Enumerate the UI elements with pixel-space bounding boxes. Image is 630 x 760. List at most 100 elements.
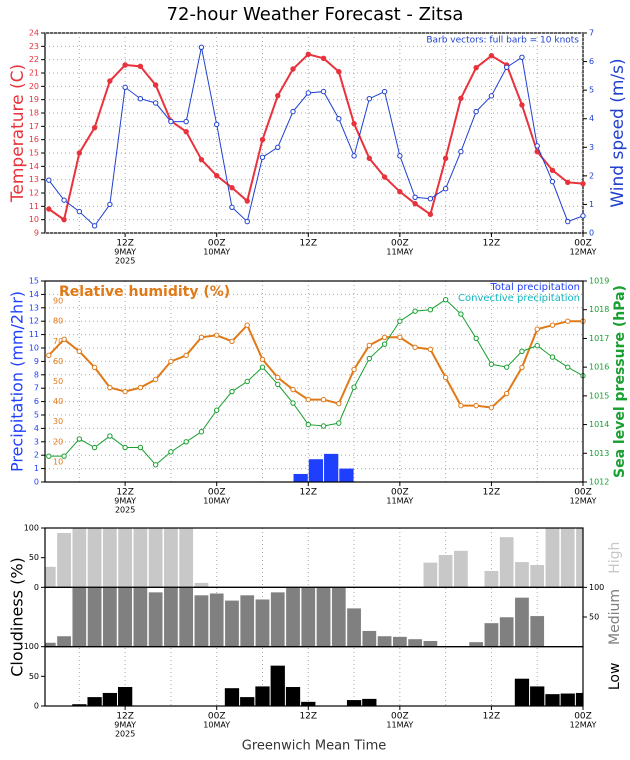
x-tick-label: 12Z <box>116 239 134 249</box>
data-point <box>122 62 128 68</box>
y-tick-label: 12 <box>29 317 39 326</box>
y-axis-label: Cloudiness (%) <box>8 557 27 677</box>
data-point <box>244 322 250 328</box>
data-point <box>259 136 266 143</box>
data-point <box>381 88 388 95</box>
data-point <box>549 354 556 360</box>
data-point <box>366 96 373 102</box>
data-point <box>336 400 342 407</box>
cloud-bar <box>194 594 209 647</box>
data-point <box>198 334 205 340</box>
cloud-bar <box>575 527 584 588</box>
y-tick-label: 10 <box>29 344 39 353</box>
data-point <box>168 118 174 125</box>
data-point <box>442 374 449 381</box>
data-point <box>122 84 128 90</box>
cloud-bar <box>56 635 72 647</box>
data-point <box>488 361 495 367</box>
data-point <box>336 420 342 426</box>
cloud-level-label: High <box>607 542 623 574</box>
data-point <box>107 78 113 84</box>
cloud-bar <box>240 697 255 706</box>
plot-frame <box>44 646 584 707</box>
data-point <box>275 92 281 99</box>
data-point <box>534 342 540 349</box>
data-point <box>397 334 403 340</box>
data-point <box>275 381 281 388</box>
data-point <box>122 388 128 395</box>
cloud-bar <box>148 527 164 588</box>
data-point <box>397 318 403 324</box>
x-axis-label: Greenwich Mean Time <box>242 739 387 754</box>
data-point <box>137 63 144 70</box>
data-point <box>488 404 495 411</box>
x-tick-label: 00Z <box>391 712 409 722</box>
data-point <box>351 366 357 373</box>
cloud-bar <box>209 593 225 647</box>
x-tick-label: 12Z <box>483 239 501 249</box>
data-point <box>107 201 113 208</box>
y-tick-label: 13 <box>29 303 39 312</box>
x-date-label: 9MAY <box>114 248 136 257</box>
cloud-bar <box>87 527 102 588</box>
y2-tick-label: 1014 <box>589 420 609 429</box>
x-tick-label: 12Z <box>483 488 501 498</box>
y-tick-label: 10 <box>29 215 39 224</box>
cloud-bar <box>178 527 194 588</box>
y3-tick-label: 90 <box>53 297 63 306</box>
data-point <box>91 444 98 451</box>
data-point <box>336 68 342 75</box>
y-tick-label: 100 <box>24 524 39 533</box>
data-point <box>442 186 449 192</box>
data-point <box>412 344 418 351</box>
cloud-bar <box>545 694 560 706</box>
y3-tick-label: 80 <box>53 317 63 326</box>
data-point <box>76 150 83 156</box>
cloud-bar <box>148 591 164 647</box>
cloud-bar <box>285 687 301 706</box>
y2-tick-label: 7 <box>589 29 594 38</box>
x-tick-label: 12Z <box>299 712 317 722</box>
data-point <box>503 64 510 70</box>
y-axis-label: Temperature (C) <box>8 64 28 203</box>
y-tick-label: 17 <box>29 122 39 131</box>
y3-tick-label: 50 <box>53 377 63 386</box>
data-point <box>137 384 144 391</box>
cloud-bar <box>514 678 530 706</box>
data-point <box>91 223 98 229</box>
y-tick-label: 21 <box>29 69 39 78</box>
cloud-bar <box>453 550 469 588</box>
data-point <box>351 120 357 127</box>
data-point <box>534 143 540 149</box>
x-date-label: 12MAY <box>570 248 597 257</box>
cloud-bar <box>529 564 545 588</box>
cloud-bar <box>224 600 240 647</box>
data-point <box>351 153 357 159</box>
x-date-label: 10MAY <box>203 248 230 257</box>
y3-tick-label: 70 <box>53 337 63 346</box>
cloud-bar <box>285 587 301 647</box>
data-point <box>473 402 479 409</box>
data-point <box>488 93 495 99</box>
y-tick-label: 23 <box>29 42 39 51</box>
y2-tick-label: 1012 <box>589 478 609 487</box>
data-point <box>381 174 388 180</box>
data-point <box>412 194 418 200</box>
cloud-bar <box>346 700 362 706</box>
cloud-bar <box>117 527 133 588</box>
y-tick-label: 4 <box>34 424 39 433</box>
y3-tick-label: 10 <box>53 457 63 466</box>
data-point <box>351 384 357 390</box>
data-point <box>183 118 189 125</box>
y-tick-label: 3 <box>34 437 39 446</box>
data-point <box>46 352 52 359</box>
cloud-bar <box>255 686 270 706</box>
y2-tick-label: 5 <box>589 86 594 95</box>
x-tick-label: 00Z <box>574 239 592 249</box>
y-tick-label: 15 <box>29 277 39 286</box>
cloud-bar <box>575 692 583 706</box>
y3-tick-label: 20 <box>53 437 63 446</box>
cloud-bar <box>87 587 102 647</box>
data-point <box>259 356 266 363</box>
data-point <box>565 364 571 370</box>
